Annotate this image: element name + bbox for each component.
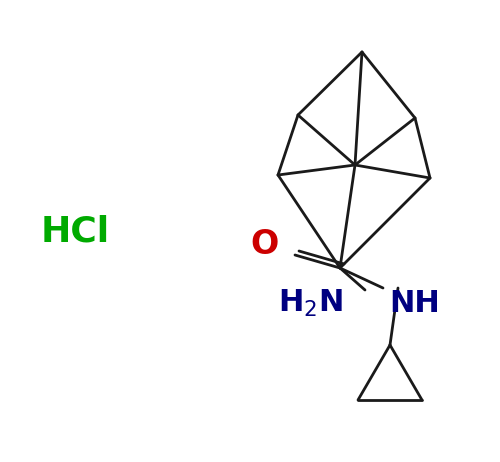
- Text: NH: NH: [390, 288, 440, 317]
- Text: H$_2$N: H$_2$N: [278, 287, 342, 319]
- Text: HCl: HCl: [40, 215, 110, 249]
- Text: O: O: [251, 229, 279, 261]
